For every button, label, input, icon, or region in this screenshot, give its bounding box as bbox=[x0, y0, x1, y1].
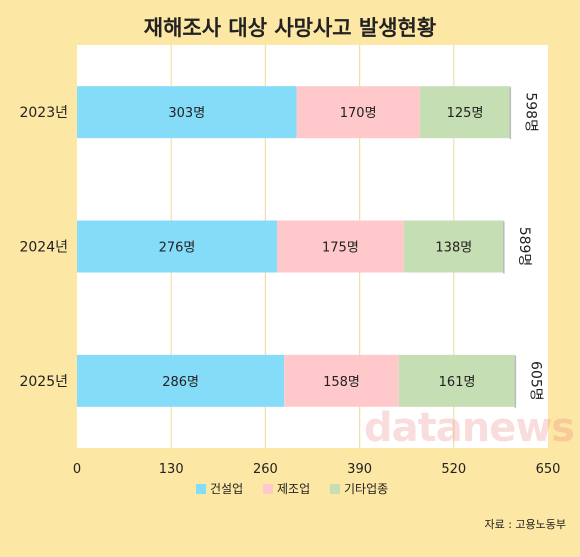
data-label: 158명 bbox=[323, 375, 360, 390]
source-note: 자료 : 고용노동부 bbox=[484, 518, 566, 531]
legend-label: 기타업종 bbox=[344, 482, 388, 496]
data-label: 276명 bbox=[159, 241, 196, 256]
data-label: 161명 bbox=[439, 375, 476, 390]
chart-title: 재해조사 대상 사망사고 발생현황 bbox=[143, 16, 437, 40]
x-tick-label: 650 bbox=[536, 462, 561, 477]
legend-swatch bbox=[196, 484, 206, 494]
data-label: 303명 bbox=[168, 106, 205, 121]
category-label: 2024년 bbox=[19, 240, 68, 256]
bar-segment bbox=[398, 354, 516, 407]
bar-segment bbox=[77, 86, 297, 139]
data-label: 138명 bbox=[435, 241, 472, 256]
x-tick-label: 520 bbox=[441, 462, 466, 477]
legend-label: 제조업 bbox=[277, 482, 310, 496]
watermark-logo: datanews bbox=[364, 405, 575, 451]
bar-segment bbox=[296, 86, 420, 139]
data-label: 175명 bbox=[322, 241, 359, 256]
total-label: 589명 bbox=[516, 227, 532, 267]
bar-segment bbox=[77, 354, 285, 407]
legend-swatch bbox=[330, 484, 340, 494]
x-tick-label: 390 bbox=[347, 462, 372, 477]
bar-segment bbox=[77, 220, 277, 273]
x-tick-label: 0 bbox=[73, 462, 81, 477]
data-label: 125명 bbox=[447, 106, 484, 121]
category-label: 2023년 bbox=[19, 105, 68, 121]
legend-swatch bbox=[263, 484, 273, 494]
bar-segment bbox=[276, 220, 404, 273]
total-label: 605명 bbox=[527, 361, 543, 401]
bar-segment bbox=[419, 86, 511, 139]
bar-segment bbox=[403, 220, 504, 273]
total-label: 598명 bbox=[522, 92, 538, 132]
x-tick-label: 130 bbox=[159, 462, 184, 477]
category-label: 2025년 bbox=[19, 374, 68, 390]
data-label: 286명 bbox=[162, 375, 199, 390]
data-label: 170명 bbox=[340, 106, 377, 121]
bar-segment bbox=[284, 354, 399, 407]
legend-label: 건설업 bbox=[210, 482, 243, 496]
x-tick-label: 260 bbox=[253, 462, 278, 477]
